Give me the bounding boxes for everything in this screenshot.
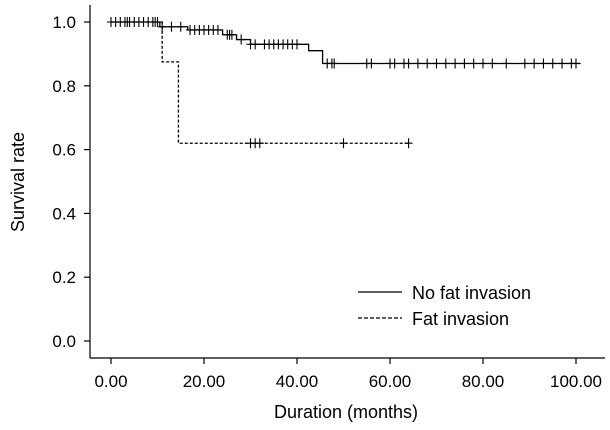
legend-label-no-fat-invasion: No fat invasion <box>412 283 531 303</box>
censor-mark <box>176 21 185 32</box>
series-fat-invasion <box>111 21 413 149</box>
censor-mark <box>502 58 511 69</box>
censor-mark <box>213 24 222 35</box>
legend: No fat invasion Fat invasion <box>358 283 531 329</box>
censor-mark <box>488 58 497 69</box>
y-tick-label: 0.6 <box>52 141 76 160</box>
censor-mark <box>255 138 264 149</box>
x-tick-label: 40.00 <box>276 372 319 391</box>
x-tick-label: 100.00 <box>550 372 602 391</box>
legend-label-fat-invasion: Fat invasion <box>412 309 509 329</box>
censor-mark <box>367 58 376 69</box>
censor-mark <box>404 138 413 149</box>
censor-mark <box>227 29 236 40</box>
y-axis-title: Survival rate <box>8 132 28 232</box>
censor-mark <box>469 58 478 69</box>
censor-mark <box>423 58 432 69</box>
x-tick-label: 80.00 <box>462 372 505 391</box>
censor-mark <box>539 58 548 69</box>
censor-mark <box>413 58 422 69</box>
censor-mark <box>451 58 460 69</box>
x-axis-title: Duration (months) <box>274 402 418 422</box>
censor-mark <box>548 58 557 69</box>
censor-mark <box>404 58 413 69</box>
y-ticks: 0.0 0.2 0.4 0.6 0.8 1.0 <box>52 13 90 351</box>
x-tick-label: 0.00 <box>94 372 127 391</box>
series-layer <box>107 17 581 149</box>
survival-line-no-fat-invasion <box>111 21 581 65</box>
x-ticks: 0.00 20.00 40.00 60.00 80.00 100.00 <box>94 358 602 391</box>
x-tick-label: 20.00 <box>183 372 226 391</box>
censor-mark <box>330 58 339 69</box>
y-tick-label: 0.2 <box>52 268 76 287</box>
y-tick-label: 0.8 <box>52 77 76 96</box>
censor-mark <box>237 34 246 45</box>
censor-mark <box>479 58 487 69</box>
y-tick-label: 1.0 <box>52 13 76 32</box>
x-tick-label: 60.00 <box>369 372 412 391</box>
censor-mark <box>167 21 176 32</box>
censor-mark <box>460 58 469 69</box>
censor-mark <box>441 58 450 69</box>
y-tick-label: 0.0 <box>52 332 76 351</box>
y-tick-label: 0.4 <box>52 204 76 223</box>
censor-mark <box>530 58 539 69</box>
censor-mark <box>558 58 567 69</box>
censor-mark <box>251 39 260 50</box>
censor-mark <box>293 39 301 50</box>
censor-mark <box>432 58 441 69</box>
censor-mark <box>572 58 580 69</box>
series-no-fat-invasion <box>107 17 581 69</box>
censor-mark <box>339 138 348 149</box>
axes <box>89 5 605 359</box>
survival-line-fat-invasion <box>111 21 409 144</box>
censor-mark <box>390 58 399 69</box>
censor-mark <box>520 58 529 69</box>
